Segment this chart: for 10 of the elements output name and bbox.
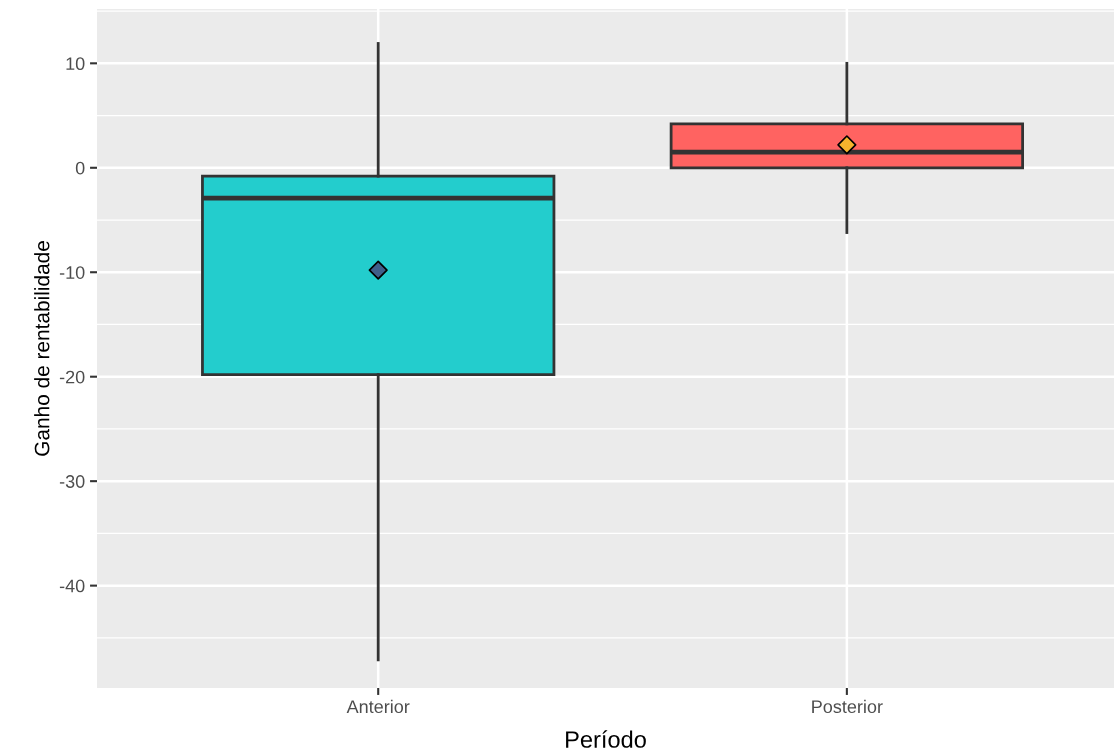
x-tick-label: Posterior (812, 699, 883, 714)
y-tick-label: -40 (59, 579, 85, 593)
y-axis-title: Ganho de rentabilidade (34, 241, 50, 456)
y-tick-label: -30 (59, 475, 85, 488)
y-tick-label: -10 (59, 266, 85, 279)
x-axis-title: Período (566, 730, 646, 748)
x-tick-label: Anterior (346, 699, 410, 714)
y-tick-label: -20 (59, 370, 85, 384)
y-tick-label: 10 (66, 57, 85, 71)
y-tick-label: 0 (75, 161, 85, 175)
